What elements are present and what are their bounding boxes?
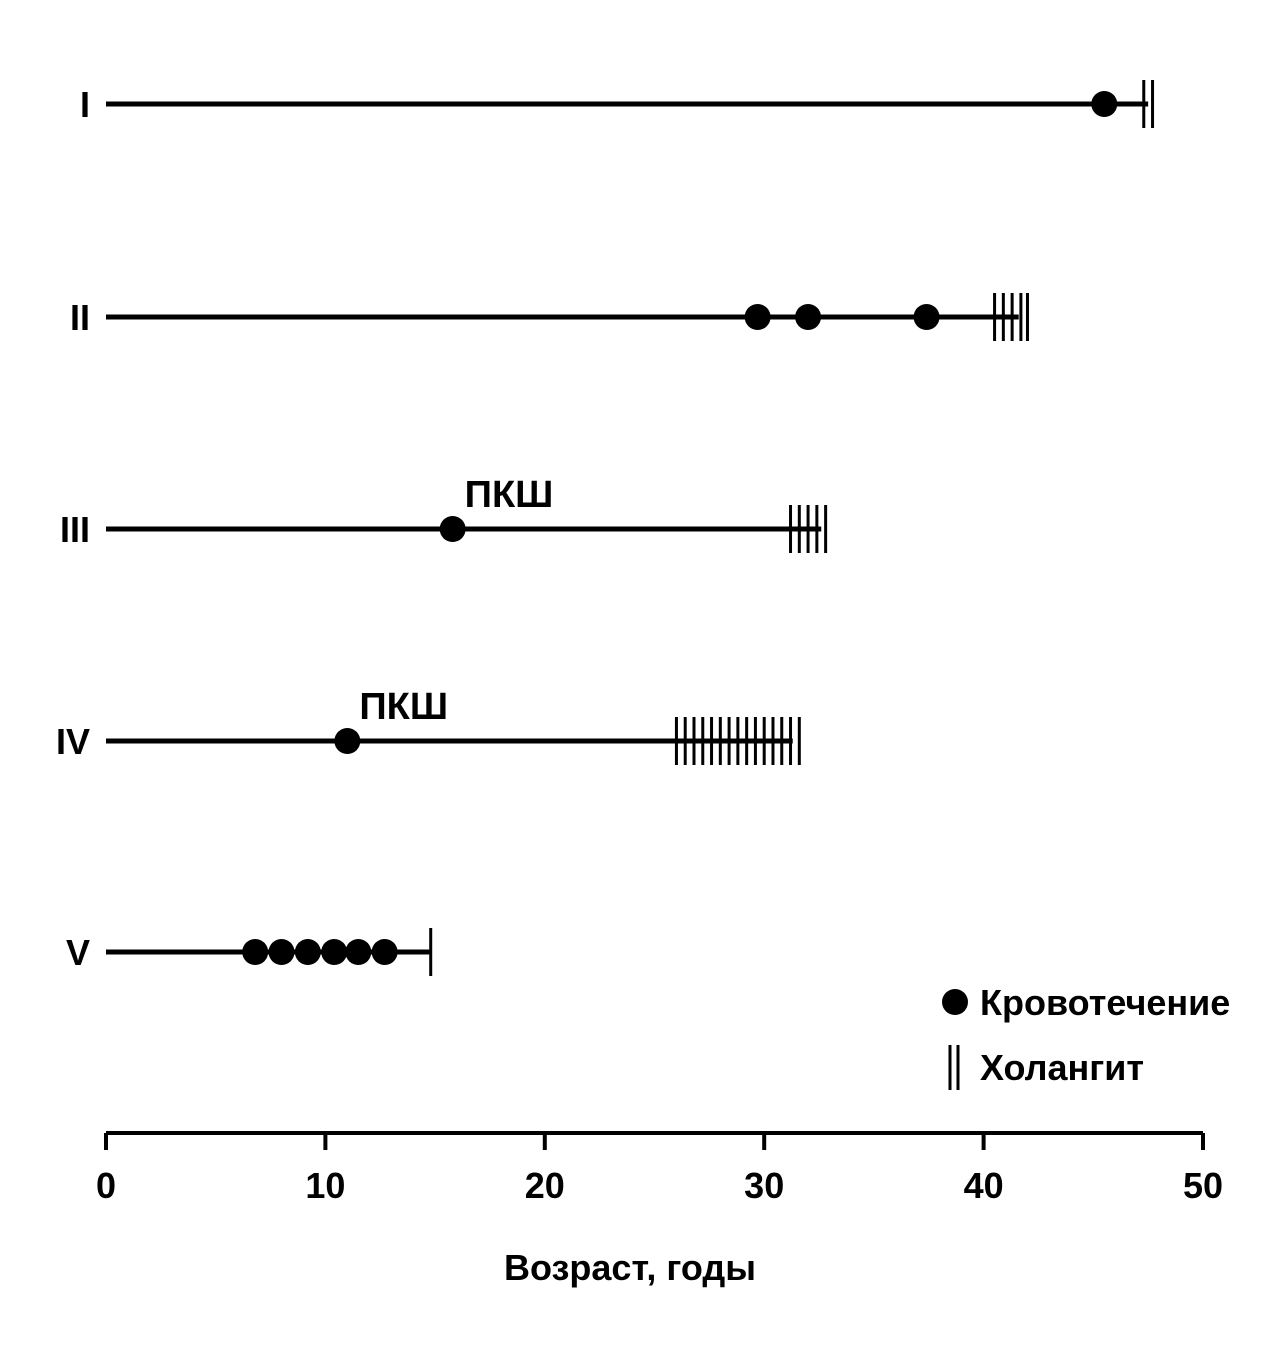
legend: Кровотечение Холангит [942,982,1230,1090]
x-tick-label: 0 [96,1165,116,1206]
timeline-row: III ПКШ [60,474,828,553]
bleeding-point [321,939,348,965]
legend-bleeding-label: Кровотечение [980,982,1230,1023]
row-label: V [66,932,90,973]
bleeding-point [795,304,822,330]
bleeding-point [371,939,398,965]
x-tick-label: 40 [964,1165,1004,1206]
bleeding-point [242,939,269,965]
bleeding-point [294,939,321,965]
row-label: I [80,84,90,125]
x-tick-label: 20 [525,1165,565,1206]
x-tick-label: 10 [305,1165,345,1206]
legend-cholangitis-label: Холангит [980,1047,1144,1088]
bleeding-point [744,304,771,330]
row-label: IV [56,721,90,762]
x-tick-label: 30 [744,1165,784,1206]
bleeding-point [913,304,940,330]
x-tick-label: 50 [1183,1165,1223,1206]
timeline-row: IV ПКШ [56,686,801,765]
legend-bleeding-dot-icon [942,989,968,1015]
bleeding-point [268,939,295,965]
bleeding-point [439,516,466,542]
annotation-label: ПКШ [465,474,554,516]
row-label: II [70,297,90,338]
bleeding-point [334,728,361,754]
x-axis-title: Возраст, годы [504,1247,756,1288]
row-label: III [60,509,90,550]
bleeding-point [1091,91,1118,117]
annotation-label: ПКШ [359,686,448,728]
x-axis: 0 10 20 30 40 50 [96,1131,1223,1206]
timeline-row: V [66,928,433,976]
bleeding-point [345,939,372,965]
timeline-row: I [80,80,1155,128]
timeline-row: II [70,293,1029,341]
